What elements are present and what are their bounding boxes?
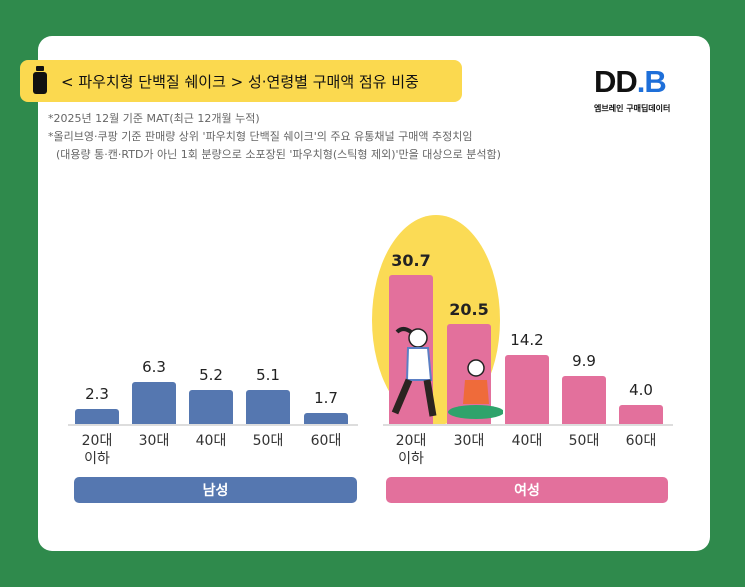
female-value-label: 14.2 (510, 330, 544, 349)
female-bar (619, 404, 663, 424)
male-category-label: 60대 (310, 433, 342, 449)
female-value-label: 30.7 (391, 250, 431, 270)
logo-subtitle: 엠브레인 구매딥데이터 (594, 104, 671, 113)
group-label-female: 여성 (386, 477, 668, 503)
male-value-label: 5.2 (199, 365, 223, 384)
note-2: *올리브영·쿠팡 기준 판매량 상위 '파우치형 단백질 쉐이크'의 주요 유통… (48, 130, 473, 143)
male-bar (75, 408, 119, 424)
female-value-label: 9.9 (572, 351, 596, 370)
male-axis (68, 424, 358, 426)
male-value-label: 2.3 (85, 384, 109, 403)
male-bar (304, 412, 348, 424)
female-category-label: 20대 이하 (395, 433, 427, 467)
note-3: (대용량 통·캔·RTD가 아닌 1회 분량으로 소포장된 '파우치형(스틱형 … (56, 148, 501, 161)
chart-title: < 파우치형 단백질 쉐이크 > 성·연령별 구매액 점유 비중 (61, 72, 419, 91)
female-category-label: 50대 (568, 433, 600, 449)
female-bar (562, 375, 606, 424)
male-bar (246, 390, 290, 424)
pouch-icon (33, 66, 47, 94)
exercise-illustration (391, 327, 503, 419)
male-bar (189, 389, 233, 424)
female-category-label: 30대 (453, 433, 485, 449)
male-category-label: 30대 (138, 433, 170, 449)
female-value-label: 4.0 (629, 380, 653, 399)
male-category-label: 40대 (195, 433, 227, 449)
male-value-label: 1.7 (314, 388, 338, 407)
male-value-label: 5.1 (256, 366, 280, 385)
female-bar (505, 354, 549, 424)
male-category-label: 20대 이하 (81, 433, 113, 467)
note-1: *2025년 12월 기준 MAT(최근 12개월 누적) (48, 112, 260, 125)
male-bar (132, 382, 176, 424)
male-category-label: 50대 (252, 433, 284, 449)
title-banner: < 파우치형 단백질 쉐이크 > 성·연령별 구매액 점유 비중 (20, 60, 462, 102)
female-axis (383, 424, 673, 426)
female-value-label: 20.5 (449, 300, 489, 320)
female-category-label: 60대 (625, 433, 657, 449)
group-label-male: 남성 (74, 477, 357, 503)
logo: DD.B (594, 64, 667, 99)
female-category-label: 40대 (511, 433, 543, 449)
male-value-label: 6.3 (142, 358, 166, 377)
